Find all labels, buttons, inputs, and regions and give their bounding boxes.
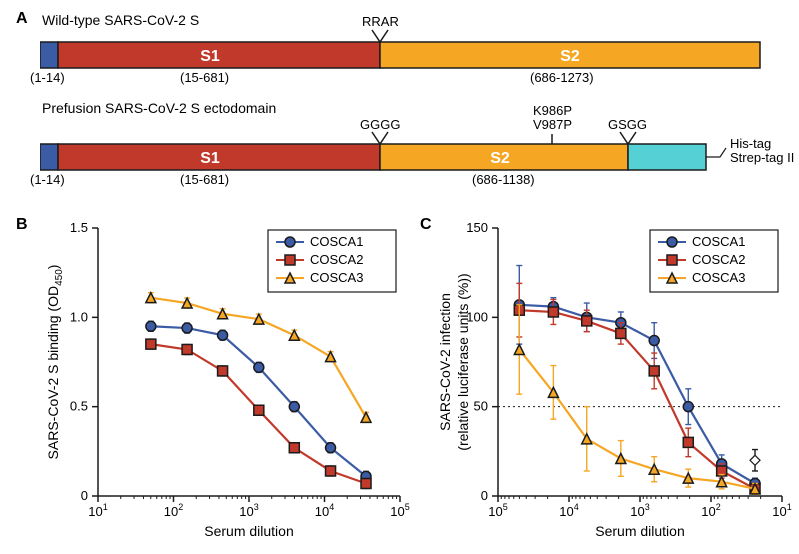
pf-s2-label: S2 bbox=[490, 150, 510, 167]
svg-text:SARS-CoV-2 infection: SARS-CoV-2 infection bbox=[437, 293, 453, 431]
svg-text:50: 50 bbox=[474, 399, 488, 414]
wt-s2-range: (686-1273) bbox=[530, 70, 594, 85]
panel-b-label: B bbox=[16, 216, 28, 234]
wt-s1-range: (15-681) bbox=[180, 70, 229, 85]
svg-text:1.5: 1.5 bbox=[70, 220, 88, 235]
pf-right-mut: GSGG bbox=[608, 117, 647, 132]
svg-text:COSCA3: COSCA3 bbox=[692, 270, 745, 285]
svg-text:1.0: 1.0 bbox=[70, 309, 88, 324]
pf-sig-range: (1-14) bbox=[30, 172, 65, 187]
chart-b: 0 0.5 1.0 1.5 101 102 103 104 105 Serum dilution S… bbox=[40, 218, 410, 548]
svg-text:105: 105 bbox=[488, 502, 507, 519]
panel-c-label: C bbox=[420, 216, 432, 234]
pf-mid-mut-top: K986P bbox=[533, 103, 572, 118]
chart-b-legend: COSCA1 COSCA2 COSCA3 bbox=[268, 230, 396, 292]
svg-text:103: 103 bbox=[239, 502, 258, 519]
pf-tag-top: His-tag bbox=[730, 136, 771, 151]
svg-text:0: 0 bbox=[81, 488, 88, 503]
svg-text:0.5: 0.5 bbox=[70, 399, 88, 414]
svg-text:102: 102 bbox=[164, 502, 183, 519]
pf-title: Prefusion SARS-CoV-2 S ectodomain bbox=[42, 100, 276, 116]
wt-diagram: S1 S2 bbox=[40, 26, 780, 86]
svg-text:101: 101 bbox=[772, 502, 791, 519]
svg-text:101: 101 bbox=[88, 502, 107, 519]
svg-text:SARS-CoV-2 S binding (OD450): SARS-CoV-2 S binding (OD450) bbox=[45, 265, 65, 460]
panel-a-label: A bbox=[16, 10, 28, 28]
pf-left-mut: GGGG bbox=[360, 117, 400, 132]
wt-cleavage-label: RRAR bbox=[362, 14, 399, 29]
svg-text:COSCA2: COSCA2 bbox=[310, 252, 363, 267]
wt-s1-label: S1 bbox=[200, 48, 220, 65]
svg-text:105: 105 bbox=[390, 502, 409, 519]
svg-text:COSCA1: COSCA1 bbox=[692, 234, 745, 249]
pf-s1-label: S1 bbox=[200, 150, 220, 167]
chart-c-legend: COSCA1 COSCA2 COSCA3 bbox=[650, 230, 778, 292]
pf-s1-range: (15-681) bbox=[180, 172, 229, 187]
svg-text:103: 103 bbox=[630, 502, 649, 519]
pf-s2-range: (686-1138) bbox=[472, 172, 535, 187]
svg-text:104: 104 bbox=[559, 502, 578, 519]
pf-diagram: S1 S2 bbox=[40, 128, 780, 188]
svg-text:(relative luciferase units (%): (relative luciferase units (%)) bbox=[455, 273, 471, 450]
svg-text:Serum dilution: Serum dilution bbox=[595, 523, 685, 539]
wt-s2-label: S2 bbox=[560, 48, 580, 65]
svg-text:102: 102 bbox=[701, 502, 720, 519]
wt-sig-range: (1-14) bbox=[30, 70, 65, 85]
svg-text:104: 104 bbox=[315, 502, 334, 519]
svg-text:Serum dilution: Serum dilution bbox=[204, 523, 294, 539]
svg-text:COSCA1: COSCA1 bbox=[310, 234, 363, 249]
pf-tag-bot: Strep-tag II bbox=[730, 150, 794, 165]
pf-mid-mut-bot: V987P bbox=[533, 117, 572, 132]
svg-text:0: 0 bbox=[481, 488, 488, 503]
svg-text:150: 150 bbox=[466, 220, 488, 235]
svg-text:COSCA2: COSCA2 bbox=[692, 252, 745, 267]
svg-text:COSCA3: COSCA3 bbox=[310, 270, 363, 285]
chart-c: 050100150105104103102101Serum dilutionSA… bbox=[432, 218, 792, 548]
